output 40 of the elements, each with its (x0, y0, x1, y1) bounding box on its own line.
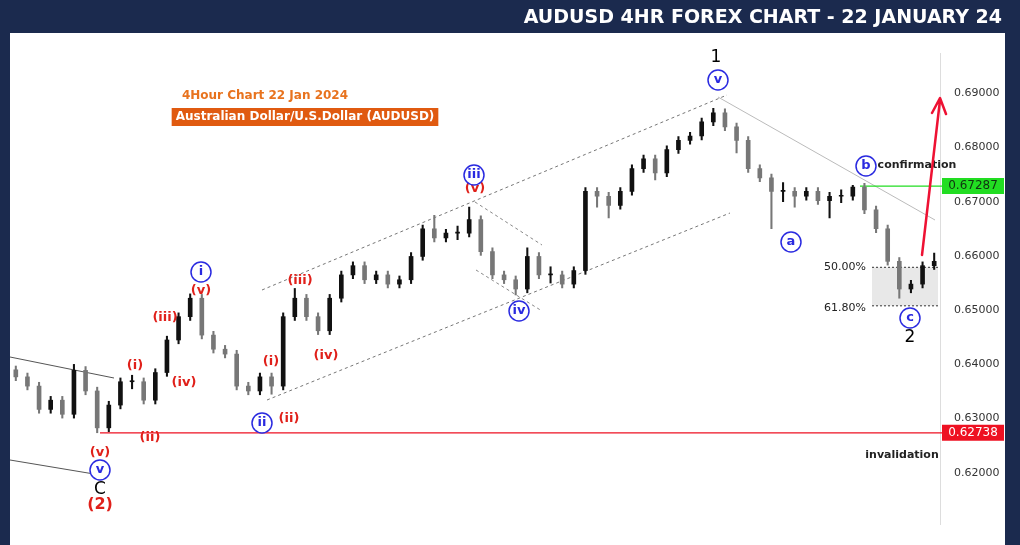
chart-title: AUDUSD 4HR FOREX CHART - 22 JANUARY 24 (523, 5, 1002, 27)
annotation: (i) (126, 357, 144, 373)
annotation: ii (257, 414, 267, 430)
ref-line-label: 0.67287 (948, 178, 998, 193)
annotation: Australian Dollar/U.S.Dollar (AUDUSD) (175, 109, 435, 124)
annotation: (v) (190, 282, 212, 298)
annotation: (v) (464, 180, 486, 196)
annotation: b (861, 157, 871, 173)
y-tick-label: 0.68000 (954, 140, 1000, 154)
annotation: (ii) (278, 410, 300, 426)
text: 4Hour Chart 22 Jan 2024 (181, 88, 349, 102)
annotation: (iv) (313, 347, 339, 363)
annotation: (iii) (152, 309, 178, 325)
annotation: (i) (262, 353, 280, 369)
annotation: 1 (710, 46, 722, 67)
annotation: 2 (904, 326, 916, 347)
y-tick-label: 0.67000 (954, 194, 1000, 208)
annotation: iii (467, 166, 481, 182)
annotation: iv (512, 302, 526, 318)
annotation: (v) (89, 444, 111, 460)
y-tick-label: 0.69000 (954, 86, 1000, 100)
y-tick-label: 0.64000 (954, 357, 1000, 371)
annotation: (2) (87, 494, 113, 514)
ref-line-label: 0.62738 (948, 424, 998, 439)
y-tick-label: 0.65000 (954, 303, 1000, 317)
annotation: c (906, 309, 914, 325)
candlestick (780, 182, 786, 202)
annotation: 50.00% (824, 259, 866, 273)
y-tick-label: 0.66000 (954, 248, 1000, 262)
annotation: invalidation (865, 447, 939, 461)
annotation: a (786, 233, 796, 249)
y-tick-label: 0.63000 (954, 411, 1000, 425)
annotation: v (95, 461, 105, 477)
y-tick-label: 0.62000 (954, 465, 1000, 479)
annotation: i (198, 263, 204, 279)
annotation: (iv) (171, 374, 197, 390)
annotation: (ii) (139, 429, 161, 445)
annotation: 61.80% (824, 300, 866, 314)
annotation: (iii) (287, 272, 313, 288)
annotation: v (713, 71, 723, 87)
